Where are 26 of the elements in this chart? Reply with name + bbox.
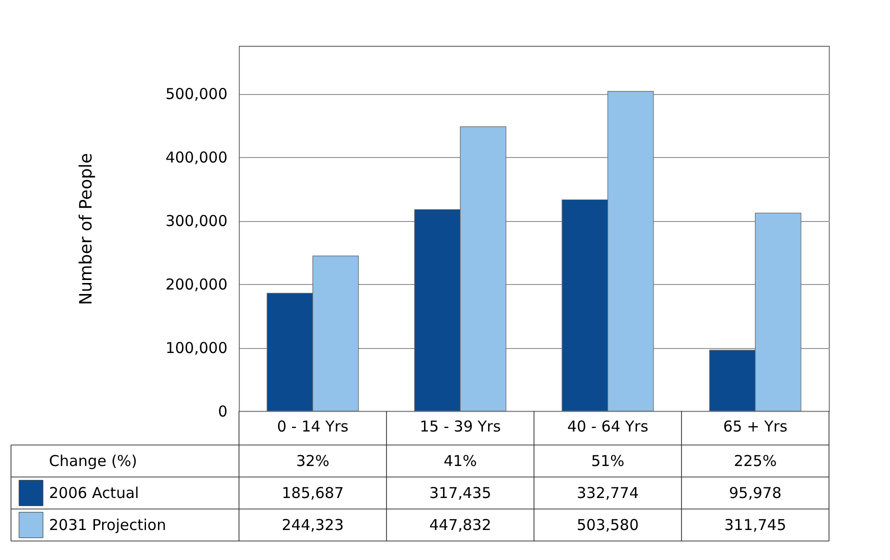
data-label: 317,435 xyxy=(429,484,492,502)
data-label: 332,774 xyxy=(576,484,639,502)
text: 41% xyxy=(444,452,477,470)
y-axis-title: Number of People xyxy=(76,153,96,305)
data-label: 244,323 xyxy=(282,516,344,534)
y-tick-label: 400,000 xyxy=(165,148,228,167)
x-tick-label: 0 - 14 Yrs xyxy=(277,418,349,436)
data-label: 95,978 xyxy=(729,484,782,502)
y-tick-label: 0 xyxy=(218,402,228,420)
legend-label: 2006 Actual xyxy=(49,484,139,502)
x-tick-label: 15 - 39 Yrs xyxy=(420,418,501,436)
y-tick-label: 500,000 xyxy=(165,85,228,104)
x-tick-label: 40 - 64 Yrs xyxy=(567,418,648,436)
data-label: 311,745 xyxy=(724,516,786,534)
x-tick-label: 65 + Yrs xyxy=(723,418,788,436)
text: Change (%) xyxy=(49,452,138,470)
text: 32% xyxy=(296,452,330,470)
data-label: 503,580 xyxy=(576,516,639,534)
y-tick-label: 100,000 xyxy=(165,339,228,358)
text: 225% xyxy=(734,452,777,470)
text: 51% xyxy=(591,452,624,470)
data-label: 185,687 xyxy=(282,484,344,502)
y-tick-label: 300,000 xyxy=(165,212,228,230)
y-tick-label: 200,000 xyxy=(165,276,228,294)
data-label: 447,832 xyxy=(429,516,492,534)
legend-label: 2031 Projection xyxy=(49,516,166,534)
